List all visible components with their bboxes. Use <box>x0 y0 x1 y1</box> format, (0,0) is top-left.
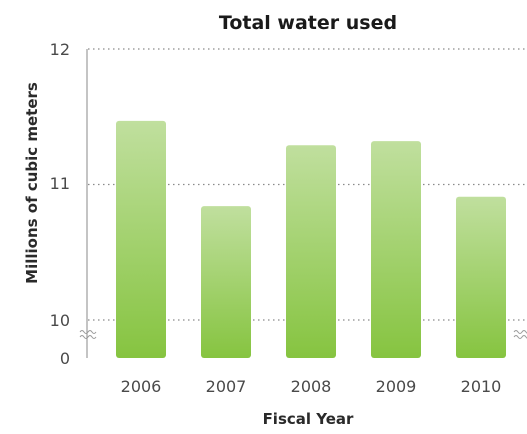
grid-lines <box>88 48 527 321</box>
x-tick-labels: 2006 2007 2008 2009 2010 <box>121 377 502 396</box>
bar-2010 <box>456 196 506 358</box>
chart-title: Total water used <box>219 12 397 34</box>
bars <box>116 120 506 358</box>
y-tick-11: 11 <box>50 174 70 193</box>
axis-break-right <box>513 330 527 339</box>
y-tick-0: 0 <box>60 349 70 368</box>
x-tick-2007: 2007 <box>206 377 247 396</box>
x-tick-2009: 2009 <box>376 377 417 396</box>
y-tick-12: 12 <box>50 40 70 59</box>
bar-2007 <box>201 206 251 358</box>
y-axis-label: Millions of cubic meters <box>23 82 41 284</box>
bar-2009 <box>371 141 421 358</box>
bar-2006 <box>116 120 166 358</box>
y-tick-labels: 0 10 11 12 <box>50 40 70 368</box>
x-tick-2006: 2006 <box>121 377 162 396</box>
y-tick-10: 10 <box>50 311 70 330</box>
x-tick-2008: 2008 <box>291 377 332 396</box>
x-tick-2010: 2010 <box>461 377 502 396</box>
axis-break-marks <box>79 330 527 339</box>
axis-break-left <box>79 330 97 339</box>
x-axis-label: Fiscal Year <box>263 410 354 428</box>
bar-2008 <box>286 145 336 358</box>
